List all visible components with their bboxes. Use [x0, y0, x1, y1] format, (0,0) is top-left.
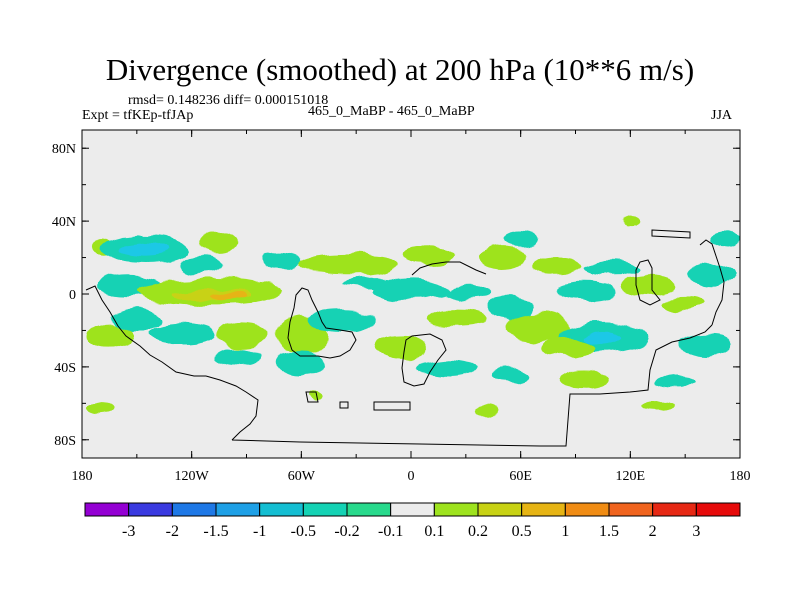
field-region-neg_low [555, 281, 614, 300]
field-region-pos_low [217, 321, 269, 347]
field-region-pos_low [619, 275, 678, 294]
colorbar-swatch [652, 502, 697, 517]
colorbar-label: -1.5 [203, 523, 228, 540]
field-region-pos_low [308, 392, 324, 400]
coastline-island-3 [339, 401, 349, 409]
colorbar-swatch [695, 502, 741, 517]
y-tick-label: 0 [69, 288, 76, 303]
field-region-neg_low [502, 232, 539, 247]
season-label: JJA [711, 108, 733, 123]
experiment-label: Expt = tfKEp-tfJAp [82, 108, 194, 123]
colorbar-label: 2 [649, 523, 657, 540]
colorbar-label: -1 [253, 523, 266, 540]
colorbar-swatch [259, 502, 304, 517]
field-region-neg_low [374, 279, 448, 302]
coastline-island-1 [373, 401, 411, 411]
colorbar-swatch [84, 502, 130, 517]
coastline-island-2 [305, 391, 319, 403]
x-tick-label: 120W [175, 469, 210, 484]
x-tick-label: 180 [72, 469, 93, 484]
colorbar-swatch [608, 502, 654, 517]
field-region-neg_low [657, 376, 695, 387]
colorbar-label: -3 [122, 523, 135, 540]
y-tick-label: 40S [54, 361, 76, 376]
field-region-neg_low [493, 368, 530, 384]
field-region-neg_low [178, 255, 223, 274]
colorbar-label: 0.2 [468, 523, 488, 540]
field-region-neg_low [275, 350, 327, 376]
field-region-pos_low [376, 335, 428, 362]
field-region-neg_low [418, 357, 477, 376]
field-region-neg_low [261, 252, 298, 271]
field-region-pos_low [476, 405, 499, 417]
y-tick-label: 40N [52, 215, 76, 230]
colorbar-label: 0.1 [424, 523, 444, 540]
y-tick-label: 80N [52, 142, 76, 157]
field-region-pos_low [540, 337, 592, 360]
field-region-neg_low [111, 308, 163, 331]
field-region-neg_low [149, 323, 216, 346]
colorbar-swatch [564, 502, 610, 517]
x-tick-label: 60W [288, 469, 316, 484]
colorbar-label: -0.1 [378, 523, 403, 540]
coastline-africa [401, 333, 447, 387]
colorbar-swatch [171, 502, 217, 517]
field-region-pos_low [480, 246, 525, 269]
coastline-eurasia-edge [411, 259, 661, 306]
x-tick-label: 180 [730, 469, 751, 484]
colorbar-label: -2 [166, 523, 179, 540]
colorbar-swatch [521, 502, 566, 517]
colorbar-label: 1 [561, 523, 569, 540]
field-region-neg_mid [584, 330, 622, 346]
field-region-pos_high [211, 292, 245, 300]
field-region-neg_low [489, 297, 534, 320]
coastline-island-4 [651, 229, 691, 239]
field-region-pos_low [531, 257, 583, 276]
field-region-pos_low [87, 323, 132, 349]
coastline-south-america [287, 287, 357, 359]
colorbar-swatch [302, 502, 348, 517]
field-region-neg_low [686, 264, 739, 287]
case-label: 465_0_MaBP - 465_0_MaBP [308, 104, 475, 119]
colorbar-label: -0.2 [334, 523, 359, 540]
field-region-neg_mid [120, 241, 172, 256]
colorbar-label: 1.5 [599, 523, 619, 540]
field-region-neg_low [584, 261, 640, 276]
colorbar-label: 0.5 [512, 523, 532, 540]
chart-title: Divergence (smoothed) at 200 hPa (10**6 … [105, 52, 695, 87]
x-tick-label: 120E [616, 469, 646, 484]
colorbar-swatch [477, 502, 523, 517]
field-region-pos_low [295, 253, 399, 276]
field-region-neg_low [443, 286, 496, 302]
colorbar-swatch [390, 502, 435, 517]
colorbar-swatch [215, 502, 261, 517]
field-region-neg_low [215, 346, 260, 366]
colorbar-swatch [433, 502, 479, 517]
field-region-pos_low [621, 215, 640, 227]
field-region-pos_low [87, 403, 114, 415]
colorbar-swatch [128, 502, 173, 517]
colorbar-swatch [346, 502, 392, 517]
field-region-neg_low [710, 232, 740, 247]
field-region-pos_low [200, 232, 238, 254]
coastline-east-pacific [699, 239, 725, 326]
y-tick-label: 80S [54, 434, 76, 449]
field-region-pos_low [643, 401, 673, 413]
colorbar-label: 3 [692, 523, 700, 540]
rmsd-stats: rmsd= 0.148236 diff= 0.000151018 [128, 93, 329, 108]
field-region-neg_low [681, 334, 733, 356]
field-region-pos_low [427, 308, 486, 327]
field-region-pos_low [403, 244, 455, 264]
field-region-pos_low [559, 370, 611, 389]
x-tick-label: 60E [509, 469, 532, 484]
coastline-central-america [85, 285, 206, 377]
field-region-pos_low [663, 295, 708, 311]
colorbar-label: -0.5 [291, 523, 316, 540]
coastline-antarctica [205, 324, 713, 447]
field-region-neg_low [308, 308, 375, 331]
x-tick-label: 0 [408, 469, 415, 484]
field-region-pos_low [506, 312, 572, 342]
